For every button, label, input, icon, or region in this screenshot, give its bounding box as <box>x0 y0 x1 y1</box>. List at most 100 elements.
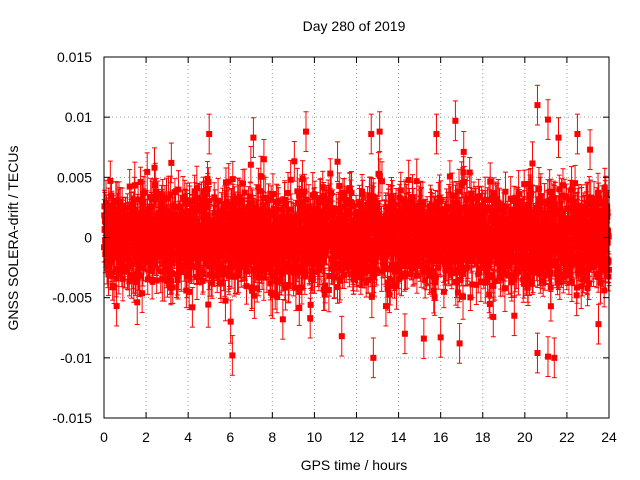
data-point <box>104 260 111 267</box>
data-point <box>239 180 246 187</box>
data-point <box>134 299 141 306</box>
data-point <box>165 262 172 269</box>
data-point <box>214 272 221 279</box>
data-point <box>199 208 206 215</box>
data-point <box>172 203 179 210</box>
data-point <box>317 196 324 203</box>
data-point <box>228 263 235 270</box>
data-point <box>262 194 269 201</box>
data-point <box>200 270 207 277</box>
data-point <box>274 276 281 283</box>
data-point <box>159 193 166 200</box>
data-point <box>200 188 207 195</box>
data-point <box>259 263 266 270</box>
data-point <box>126 278 133 285</box>
data-point <box>285 189 292 196</box>
data-point <box>202 257 209 264</box>
data-point <box>267 280 274 287</box>
data-point <box>281 196 288 203</box>
data-point <box>124 204 131 211</box>
data-point <box>287 176 294 183</box>
data-point <box>136 260 143 267</box>
data-point <box>291 158 298 165</box>
data-point <box>225 178 232 185</box>
data-point <box>268 196 275 203</box>
data-point <box>250 250 257 257</box>
data-point <box>298 192 305 199</box>
data-point <box>251 292 258 299</box>
data-point <box>117 200 124 207</box>
data-point <box>111 284 118 291</box>
data-point <box>194 231 201 238</box>
data-point <box>256 229 263 236</box>
data-point <box>119 275 126 282</box>
data-point <box>194 274 201 281</box>
data-point <box>259 214 266 221</box>
data-point <box>178 269 185 276</box>
data-point <box>214 260 221 267</box>
data-point <box>138 249 145 256</box>
data-point <box>270 206 277 213</box>
data-point <box>144 276 151 283</box>
data-point <box>273 293 280 300</box>
data-point <box>119 203 126 210</box>
data-point <box>132 271 139 278</box>
data-point <box>193 264 200 271</box>
data-point <box>231 239 238 246</box>
data-point <box>112 241 119 248</box>
data-series <box>101 84 612 379</box>
data-point <box>128 210 135 217</box>
data-point <box>238 262 245 269</box>
data-point <box>301 269 308 276</box>
data-point <box>296 288 303 295</box>
data-point <box>272 290 279 297</box>
data-point <box>316 199 323 206</box>
data-point <box>234 272 241 279</box>
data-point <box>168 223 175 230</box>
data-point <box>177 205 184 212</box>
data-point <box>152 182 159 189</box>
data-point <box>139 290 146 297</box>
data-point <box>247 193 254 200</box>
data-point <box>188 219 195 226</box>
data-point <box>245 203 252 210</box>
data-point <box>231 230 238 237</box>
data-point <box>273 236 280 243</box>
data-point <box>161 276 168 283</box>
data-point <box>196 202 203 209</box>
data-point <box>303 196 310 203</box>
data-point <box>168 278 175 285</box>
data-point <box>239 208 246 215</box>
data-point <box>241 189 248 196</box>
data-point <box>218 217 225 224</box>
data-point <box>228 200 235 207</box>
data-point <box>247 161 254 168</box>
data-point <box>175 263 182 270</box>
data-point <box>207 229 214 236</box>
data-point <box>113 275 120 282</box>
data-point <box>299 175 306 182</box>
data-point <box>117 258 124 265</box>
data-point <box>287 251 294 258</box>
data-point <box>108 204 115 211</box>
data-point <box>199 277 206 284</box>
data-point <box>273 252 280 259</box>
data-point <box>115 245 122 252</box>
data-point <box>295 241 302 248</box>
data-point <box>157 268 164 275</box>
data-point <box>243 237 250 244</box>
data-point <box>167 191 174 198</box>
data-point <box>292 284 299 291</box>
data-point <box>243 268 250 275</box>
data-point <box>193 185 200 192</box>
data-point <box>205 301 212 308</box>
data-point <box>227 318 234 325</box>
data-point <box>168 270 175 277</box>
data-point <box>154 191 161 198</box>
data-point <box>137 212 144 219</box>
data-point <box>254 207 261 214</box>
data-point <box>153 277 160 284</box>
data-point <box>115 207 122 214</box>
data-point <box>222 223 229 230</box>
